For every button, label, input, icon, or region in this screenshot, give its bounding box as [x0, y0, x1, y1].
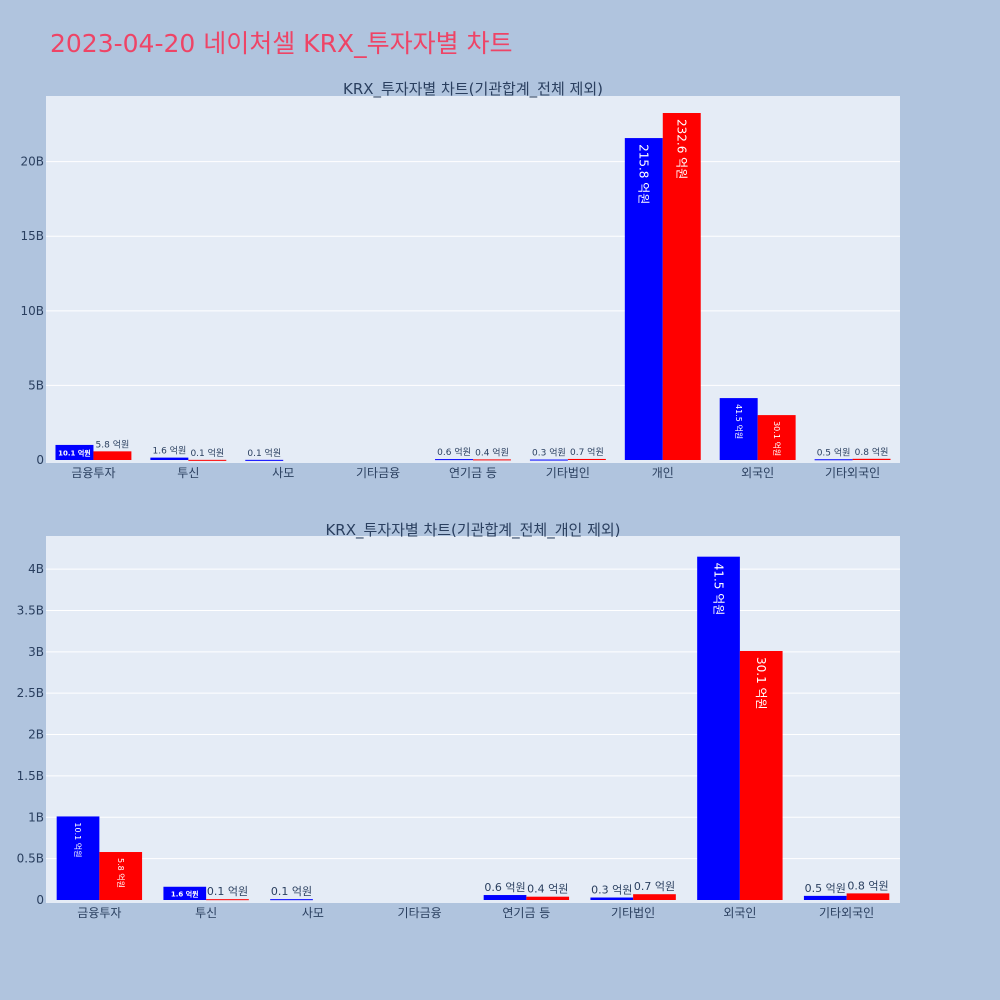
bar — [526, 896, 570, 900]
bar — [803, 895, 847, 900]
x-tick-label: 연기금 등 — [449, 466, 497, 480]
bar — [55, 444, 94, 460]
y-tick-label: 10B — [20, 304, 44, 318]
x-tick-label: 기타외국인 — [825, 466, 880, 480]
bar-data-label: 0.6 억원 — [484, 881, 525, 894]
bar — [719, 398, 758, 460]
bar — [435, 459, 473, 461]
bar-data-label: 30.1 억원 — [754, 657, 768, 710]
bar-data-label: 0.4 억원 — [527, 883, 568, 896]
bar-data-label: 0.1 억원 — [247, 447, 281, 459]
bar-data-label: 1.6 억원 — [171, 889, 199, 898]
bar-data-label: 41.5 억원 — [711, 563, 725, 616]
bar — [662, 113, 701, 460]
bar — [852, 458, 891, 460]
y-tick-label: 3B — [28, 645, 44, 659]
x-tick-label: 투신 — [195, 906, 217, 920]
bar-data-label: 0.8 억원 — [847, 879, 888, 892]
bar — [529, 459, 568, 461]
x-tick-label: 개인 — [652, 466, 674, 480]
bar — [567, 458, 606, 460]
bar-data-label: 0.5 억원 — [805, 882, 846, 895]
bar-data-label: 0.1 억원 — [207, 885, 248, 898]
bar — [697, 556, 740, 900]
bar-data-label: 5.8 억원 — [96, 438, 130, 450]
x-tick-label: 사모 — [302, 906, 324, 920]
bar — [483, 895, 527, 900]
bar-data-label: 10.1 억원 — [58, 448, 91, 457]
x-tick-label: 연기금 등 — [502, 906, 550, 920]
bar-data-label: 232.6 억원 — [675, 119, 689, 179]
bar-data-label: 0.3 억원 — [591, 884, 632, 897]
y-tick-label: 1B — [28, 810, 44, 824]
bar-data-label: 0.1 억원 — [190, 447, 224, 459]
bar — [473, 459, 511, 461]
bar — [163, 886, 207, 900]
bar — [150, 457, 189, 460]
bar-data-label: 0.3 억원 — [532, 447, 566, 459]
x-tick-label: 기타금융 — [398, 906, 442, 920]
x-tick-label: 기타법인 — [546, 466, 590, 480]
chart-investors-excl-institution-total: 0 5B 10B 15B 20B KRX_투자자별 차트(기관합계_전체 제외) 금융투자 1… — [20, 80, 900, 480]
page-title: 2023-04-20 네이처셀 KRX_투자자별 차트 — [50, 29, 513, 58]
bar-data-label: 215.8 억원 — [637, 144, 651, 204]
x-tick-label: 금융투자 — [77, 906, 121, 920]
y-tick-label: 2.5B — [17, 686, 44, 700]
x-tick-label: 기타외국인 — [819, 906, 874, 920]
x-tick-label: 사모 — [272, 466, 294, 480]
bar-data-label: 0.8 억원 — [855, 446, 889, 458]
bar — [93, 451, 132, 460]
y-tick-label: 0 — [36, 893, 44, 907]
bar-data-label: 5.8 억원 — [116, 858, 126, 888]
bar-data-label: 0.4 억원 — [475, 446, 509, 458]
bar — [633, 894, 676, 900]
bar — [56, 816, 100, 900]
x-tick-label: 외국인 — [723, 906, 756, 920]
bar — [814, 459, 853, 461]
bar-data-label: 30.1 억원 — [772, 421, 782, 456]
bar-data-label: 1.6 억원 — [152, 445, 186, 457]
y-tick-label: 0.5B — [17, 852, 44, 866]
bar-data-label: 0.5 억원 — [817, 446, 851, 458]
bar-data-label: 0.7 억원 — [570, 446, 604, 458]
bar-data-label: 0.6 억원 — [437, 446, 471, 458]
y-tick-label: 0 — [36, 453, 44, 467]
y-tick-label: 3.5B — [17, 603, 44, 617]
y-tick-label: 4B — [28, 562, 44, 576]
bar — [270, 899, 313, 901]
x-tick-label: 금융투자 — [71, 466, 115, 480]
bar — [590, 897, 634, 900]
x-tick-label: 기타법인 — [611, 906, 655, 920]
y-tick-label: 1.5B — [17, 769, 44, 783]
bar — [846, 893, 890, 900]
x-tick-label: 외국인 — [741, 466, 774, 480]
bar-data-label: 10.1 억원 — [73, 822, 83, 857]
y-tick-label: 5B — [28, 378, 44, 392]
bar — [188, 459, 227, 461]
y-tick-label: 2B — [28, 728, 44, 742]
bar — [245, 459, 284, 461]
bar-data-label: 0.7 억원 — [634, 880, 675, 893]
chart-title: KRX_투자자별 차트(기관합계_전체 제외) — [343, 80, 603, 99]
chart-title: KRX_투자자별 차트(기관합계_전체_개인 제외) — [325, 521, 620, 540]
bar — [739, 650, 783, 900]
bar — [757, 415, 796, 460]
x-tick-label: 투신 — [177, 466, 199, 480]
bar — [206, 899, 249, 901]
bar-data-label: 0.1 억원 — [271, 885, 312, 898]
bar — [99, 852, 143, 900]
bar — [624, 138, 663, 460]
x-tick-label: 기타금융 — [356, 466, 400, 480]
y-tick-label: 15B — [20, 229, 44, 243]
bar-data-label: 41.5 억원 — [734, 404, 744, 439]
y-tick-label: 20B — [20, 155, 44, 169]
